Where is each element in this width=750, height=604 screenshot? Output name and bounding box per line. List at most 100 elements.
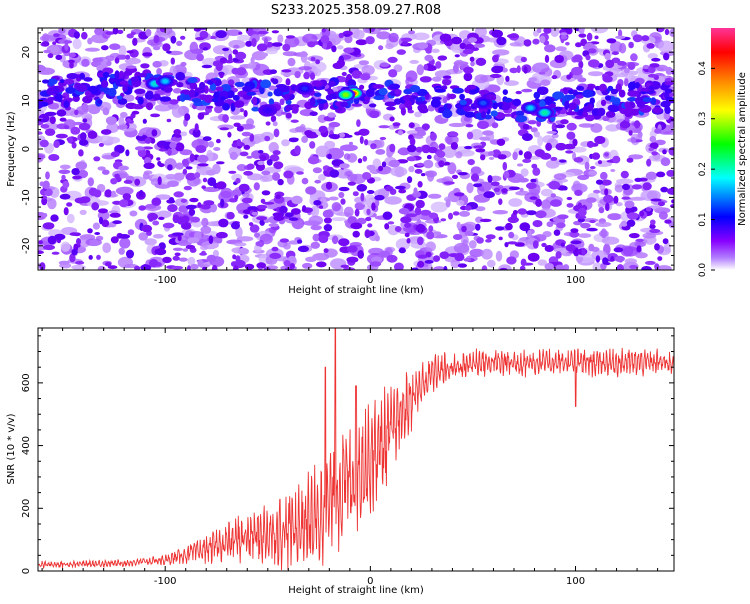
heatmap-cell	[394, 226, 402, 232]
heatmap-cell	[235, 177, 241, 184]
heatmap-cell	[618, 89, 626, 98]
heatmap-cell	[575, 42, 582, 48]
heatmap-cell	[502, 89, 508, 95]
heatmap-cell	[346, 256, 359, 263]
heatmap-cell	[517, 177, 529, 183]
x-tick-label: -100	[154, 275, 177, 286]
heatmap-cell	[586, 227, 598, 232]
heatmap-cell	[664, 88, 673, 94]
heatmap-cell	[187, 237, 200, 244]
heatmap-cell	[593, 189, 601, 194]
heatmap-cell	[339, 163, 350, 169]
heatmap-cell	[272, 150, 281, 156]
heatmap-cell	[458, 210, 471, 217]
heatmap-cell	[166, 118, 172, 123]
heatmap-cell	[178, 257, 188, 262]
heatmap-cell	[544, 54, 550, 63]
heatmap-cell	[543, 28, 552, 34]
heatmap-cell	[452, 87, 464, 94]
heatmap-cell	[569, 231, 580, 238]
heatmap-cell	[180, 35, 186, 40]
heatmap-cell	[102, 107, 110, 116]
heatmap-cell	[552, 216, 560, 222]
heatmap-cell	[533, 91, 541, 99]
heatmap-cell	[310, 225, 322, 231]
heatmap-cell	[233, 122, 241, 128]
heatmap-cell	[495, 250, 503, 262]
heatmap-cell	[233, 100, 245, 108]
heatmap-cell	[340, 198, 346, 205]
heatmap-cell	[519, 187, 524, 192]
heatmap-cell	[140, 63, 150, 69]
heatmap-cell	[310, 56, 316, 62]
heatmap-cell	[270, 115, 277, 123]
heatmap-cell	[302, 205, 307, 212]
heatmap-cell	[658, 40, 674, 53]
heatmap-cell	[197, 163, 209, 167]
heatmap-cell	[344, 134, 353, 138]
heatmap-cell	[352, 230, 360, 238]
heatmap-cell	[203, 47, 208, 51]
heatmap-cell	[180, 131, 188, 137]
heatmap-cell	[649, 142, 659, 150]
heatmap-cell	[440, 218, 447, 222]
heatmap-cell	[236, 138, 242, 147]
heatmap-cell	[382, 211, 393, 220]
heatmap-cell	[519, 265, 526, 270]
heatmap-peak	[541, 110, 548, 115]
heatmap-cell	[533, 131, 540, 138]
heatmap-cell	[442, 75, 452, 79]
heatmap-cell	[424, 54, 434, 62]
heatmap-cell	[199, 81, 206, 90]
heatmap-cell	[453, 242, 470, 254]
heatmap-cell	[498, 198, 503, 205]
heatmap-cell	[463, 116, 471, 122]
heatmap-cell	[605, 59, 615, 69]
heatmap-cell	[312, 167, 322, 174]
heatmap-cell	[366, 208, 371, 215]
heatmap-cell	[187, 256, 196, 266]
heatmap-cell	[595, 255, 601, 263]
heatmap-cell	[313, 92, 322, 97]
heatmap-cell	[81, 58, 90, 67]
heatmap-cell	[404, 100, 412, 109]
heatmap-cell	[317, 114, 327, 124]
heatmap-cell	[371, 256, 383, 264]
heatmap-cell	[294, 145, 301, 154]
colorbar-tick-label: 0.3	[698, 112, 708, 126]
heatmap-cell	[499, 267, 508, 270]
heatmap-cell	[604, 188, 609, 196]
heatmap-cell	[571, 183, 588, 194]
heatmap-cell	[239, 108, 245, 113]
heatmap-cell	[352, 191, 359, 197]
heatmap-cell	[309, 61, 327, 73]
heatmap-cell	[409, 137, 416, 146]
heatmap-cell	[387, 221, 395, 225]
heatmap-cell	[362, 155, 368, 162]
heatmap-cell	[157, 160, 162, 167]
heatmap-cell	[218, 218, 229, 228]
heatmap-cell	[64, 42, 69, 51]
heatmap-cell	[84, 90, 92, 97]
heatmap-cell	[379, 136, 387, 141]
heatmap-cell	[379, 62, 390, 67]
heatmap-cell	[99, 86, 109, 92]
heatmap-cell	[414, 206, 422, 216]
heatmap-cell	[247, 62, 257, 70]
heatmap-cell	[78, 122, 91, 131]
heatmap-cell	[305, 256, 317, 262]
heatmap-cell	[144, 91, 154, 100]
heatmap-cell	[75, 260, 85, 265]
heatmap-cell	[38, 101, 43, 109]
heatmap-cell	[59, 79, 66, 84]
heatmap-cell	[137, 96, 144, 105]
heatmap-cell	[102, 71, 110, 79]
heatmap-cell	[527, 120, 537, 125]
heatmap-cell	[343, 47, 355, 54]
heatmap-cell	[279, 205, 288, 214]
heatmap-cell	[532, 38, 540, 45]
heatmap-cell	[401, 41, 409, 46]
heatmap-cell	[665, 66, 673, 75]
heatmap-cell	[122, 193, 131, 201]
heatmap-cell	[59, 193, 71, 200]
